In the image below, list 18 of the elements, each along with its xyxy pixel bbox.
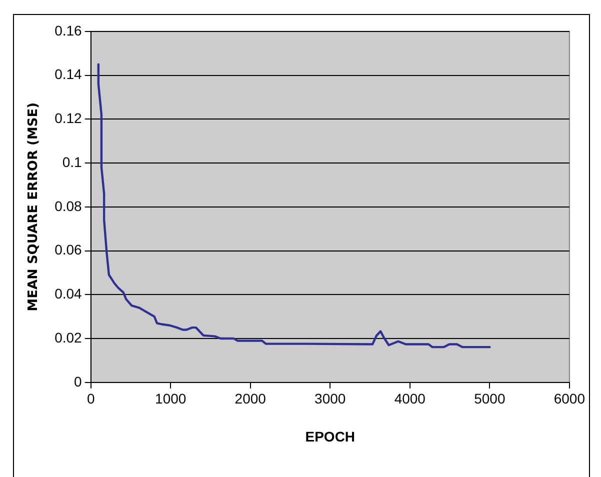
y-tick-label: 0: [74, 373, 82, 390]
y-tick-label: 0.04: [54, 286, 82, 302]
x-tick-label: 6000: [554, 390, 586, 407]
x-tick-label: 0: [86, 390, 95, 407]
x-tick-label: 2000: [234, 390, 266, 407]
x-axis-title: EPOCH: [305, 428, 356, 444]
x-tick-label: 1000: [155, 390, 186, 407]
y-axis-title: MEAN SQUARE ERROR (MSE): [26, 102, 42, 312]
y-tick-label: 0.02: [54, 329, 82, 346]
x-tick-label: 5000: [474, 390, 506, 407]
y-tick-label: 0.06: [54, 242, 82, 258]
y-tick-label: 0.14: [54, 66, 82, 82]
y-tick-label: 0.16: [54, 22, 82, 38]
x-tick-label: 4000: [394, 390, 426, 407]
y-tick-label: 0.08: [54, 198, 82, 214]
x-tick-label: 3000: [314, 390, 346, 407]
y-tick-label: 0.1: [62, 154, 82, 170]
y-tick-label: 0.12: [54, 110, 82, 126]
